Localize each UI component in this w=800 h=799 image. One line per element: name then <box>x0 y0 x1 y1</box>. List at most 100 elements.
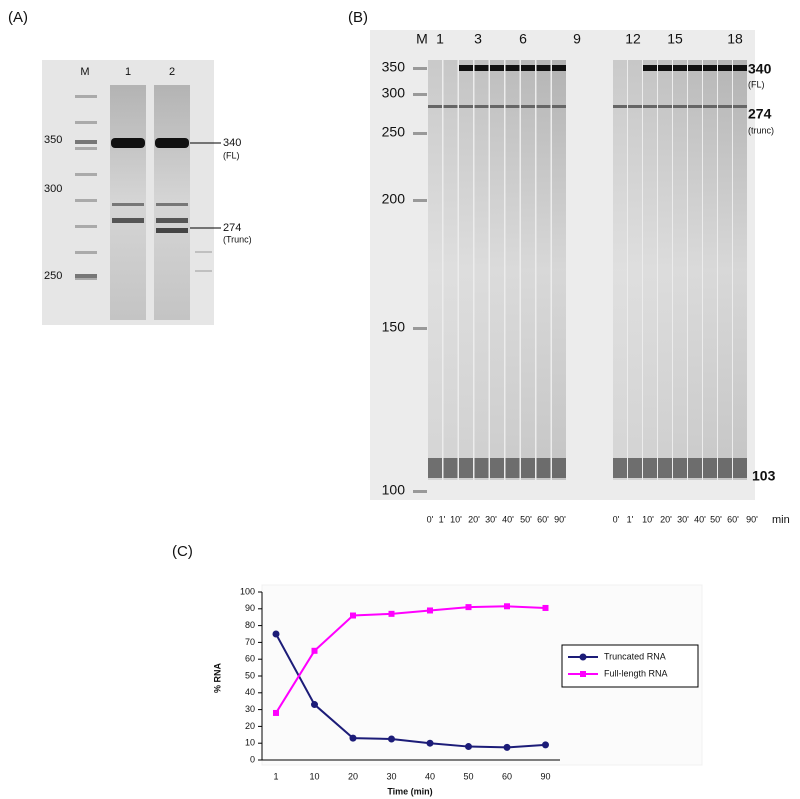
band <box>505 105 520 108</box>
time-label: 60' <box>727 514 739 524</box>
band <box>459 65 473 71</box>
band-label: 274 <box>223 222 241 234</box>
x-tick-label: 30 <box>386 771 396 781</box>
band-label: 103 <box>752 468 776 484</box>
lane-label: 1 <box>436 31 444 47</box>
marker-band <box>75 121 97 124</box>
marker-label: 300 <box>382 85 406 101</box>
band <box>688 458 702 478</box>
lane-label: 18 <box>727 31 743 47</box>
marker-label: 150 <box>382 319 406 335</box>
lane-label: 2 <box>169 66 175 78</box>
y-tick-label: 30 <box>245 704 255 714</box>
lane <box>643 60 657 480</box>
band <box>658 65 672 71</box>
band <box>628 458 642 478</box>
band <box>733 105 747 108</box>
lane-label: 6 <box>519 31 527 47</box>
band <box>536 65 551 71</box>
band <box>443 458 458 478</box>
x-tick-label: 1 <box>273 771 278 781</box>
data-point <box>388 735 395 743</box>
marker-band <box>413 199 427 202</box>
marker-band <box>75 173 97 176</box>
lane <box>733 60 747 480</box>
band <box>552 65 566 71</box>
lane <box>110 85 146 320</box>
band <box>703 65 717 71</box>
y-tick-label: 20 <box>245 721 255 731</box>
y-tick-label: 60 <box>245 654 255 664</box>
marker-band <box>75 274 97 278</box>
band <box>613 458 627 478</box>
time-label: 60' <box>537 514 549 524</box>
band <box>703 458 717 478</box>
time-unit: min <box>772 514 790 526</box>
time-label: 50' <box>520 514 532 524</box>
time-label: 90' <box>554 514 566 524</box>
band <box>613 105 627 108</box>
band <box>658 105 672 108</box>
band <box>673 458 687 478</box>
band <box>459 105 473 108</box>
band <box>505 458 520 478</box>
lane <box>490 60 504 480</box>
marker-label: 200 <box>382 191 406 207</box>
lane-label: 15 <box>667 31 683 47</box>
band <box>552 105 566 108</box>
band <box>505 65 520 71</box>
time-label: 0' <box>613 514 620 524</box>
band <box>474 65 489 71</box>
y-tick-label: 10 <box>245 738 255 748</box>
time-label: 20' <box>660 514 672 524</box>
data-point <box>504 603 510 610</box>
band-label: (FL) <box>223 150 240 160</box>
band <box>733 65 747 71</box>
marker-label: 350 <box>382 59 406 75</box>
band <box>688 65 702 71</box>
time-label: 50' <box>710 514 722 524</box>
marker-band <box>75 277 97 280</box>
band <box>490 105 504 108</box>
band-label: 274 <box>748 106 772 122</box>
x-tick-label: 10 <box>309 771 319 781</box>
lane <box>443 60 458 480</box>
data-point <box>349 734 357 742</box>
data-point <box>465 743 472 751</box>
y-tick-label: 50 <box>245 670 255 680</box>
lane <box>703 60 717 480</box>
band <box>643 458 657 478</box>
series-line <box>275 605 546 714</box>
lane <box>459 60 473 480</box>
y-tick-label: 90 <box>245 603 255 613</box>
x-axis-label: Time (min) <box>387 786 432 796</box>
lane <box>613 60 627 480</box>
lane <box>474 60 489 480</box>
time-label: 1' <box>627 514 634 524</box>
marker-label: 250 <box>44 270 62 282</box>
data-point <box>350 612 356 619</box>
band <box>643 105 657 108</box>
marker-label: 300 <box>44 183 62 195</box>
marker-label: 100 <box>382 482 406 498</box>
panel-label: (A) <box>8 9 28 26</box>
marker-label: 350 <box>44 134 62 146</box>
legend-marker <box>580 671 586 677</box>
band <box>474 105 489 108</box>
band-label: (Trunc) <box>223 234 252 244</box>
band <box>688 105 702 108</box>
band <box>718 458 732 478</box>
band-label: (FL) <box>748 79 765 89</box>
lane-label: 12 <box>625 31 641 47</box>
marker-band <box>75 199 97 202</box>
y-tick-label: 100 <box>240 586 255 596</box>
data-point <box>542 604 549 611</box>
band <box>536 105 551 108</box>
data-point <box>426 739 434 747</box>
time-label: 30' <box>677 514 689 524</box>
panel-label: (C) <box>172 543 193 560</box>
band <box>733 458 747 478</box>
